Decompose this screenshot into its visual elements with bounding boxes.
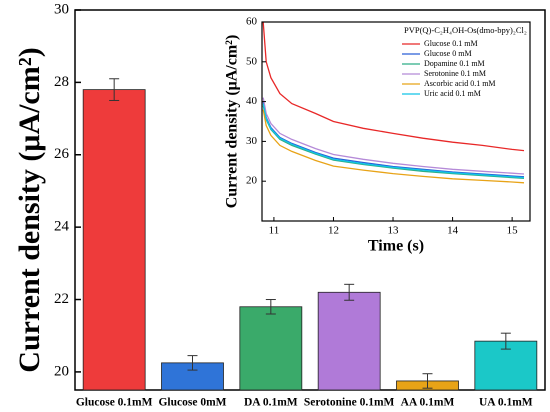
x-tick-label: Serotonine 0.1mM [304, 397, 395, 409]
x-tick-label: 12 [328, 225, 339, 237]
legend-label: Uric acid 0.1 mM [424, 89, 481, 98]
bar [317, 291, 381, 391]
inset-frame [261, 21, 531, 222]
y-tick-label: 50 [246, 55, 258, 67]
legend-label: Ascorbic acid 0.1 mM [424, 79, 496, 88]
y-axis-label: Current density (μA/cm²) [13, 47, 46, 372]
x-tick-label: 14 [447, 225, 459, 237]
bar [82, 89, 146, 391]
y-tick-label: 20 [54, 363, 69, 379]
plot-frame [74, 9, 546, 391]
y-tick-label: 28 [54, 74, 69, 90]
legend-label: Dopamine 0.1 mM [424, 59, 485, 68]
x-tick-label: UA 0.1mM [479, 397, 533, 409]
y-tick-label: 60 [246, 16, 258, 28]
line-series [262, 103, 525, 179]
x-tick-label: AA 0.1mM [401, 397, 455, 409]
legend-label: Serotonine 0.1 mM [424, 69, 486, 78]
y-tick-label: 20 [246, 175, 258, 187]
y-tick-label: 22 [54, 291, 69, 307]
y-tick-label: 26 [54, 146, 70, 162]
y-tick-label: 30 [246, 135, 258, 147]
y-tick-label: 40 [246, 95, 258, 107]
legend-label: Glucose 0.1 mM [424, 39, 478, 48]
x-axis-label: Time (s) [368, 238, 424, 255]
line-series [262, 101, 525, 178]
y-tick-label: 24 [54, 219, 70, 235]
x-tick-label: Glucose 0mM [158, 397, 226, 409]
x-tick-label: 11 [269, 225, 280, 237]
bar [239, 306, 303, 391]
line-series [262, 97, 525, 175]
x-tick-label: 13 [388, 225, 400, 237]
legend-label: Glucose 0 mM [424, 49, 472, 58]
x-tick-label: DA 0.1mM [244, 397, 298, 409]
legend-title: PVP(Q)-C₂H₄OH-Os(dmo-bpy)₂Cl₂ [404, 25, 527, 35]
y-tick-label: 30 [54, 1, 69, 17]
line-series [262, 21, 525, 152]
x-tick-label: 15 [507, 225, 519, 237]
y-axis-label: Current density (μA/cm²) [224, 35, 241, 209]
x-tick-label: Glucose 0.1mM [76, 397, 153, 409]
line-series [262, 109, 525, 184]
